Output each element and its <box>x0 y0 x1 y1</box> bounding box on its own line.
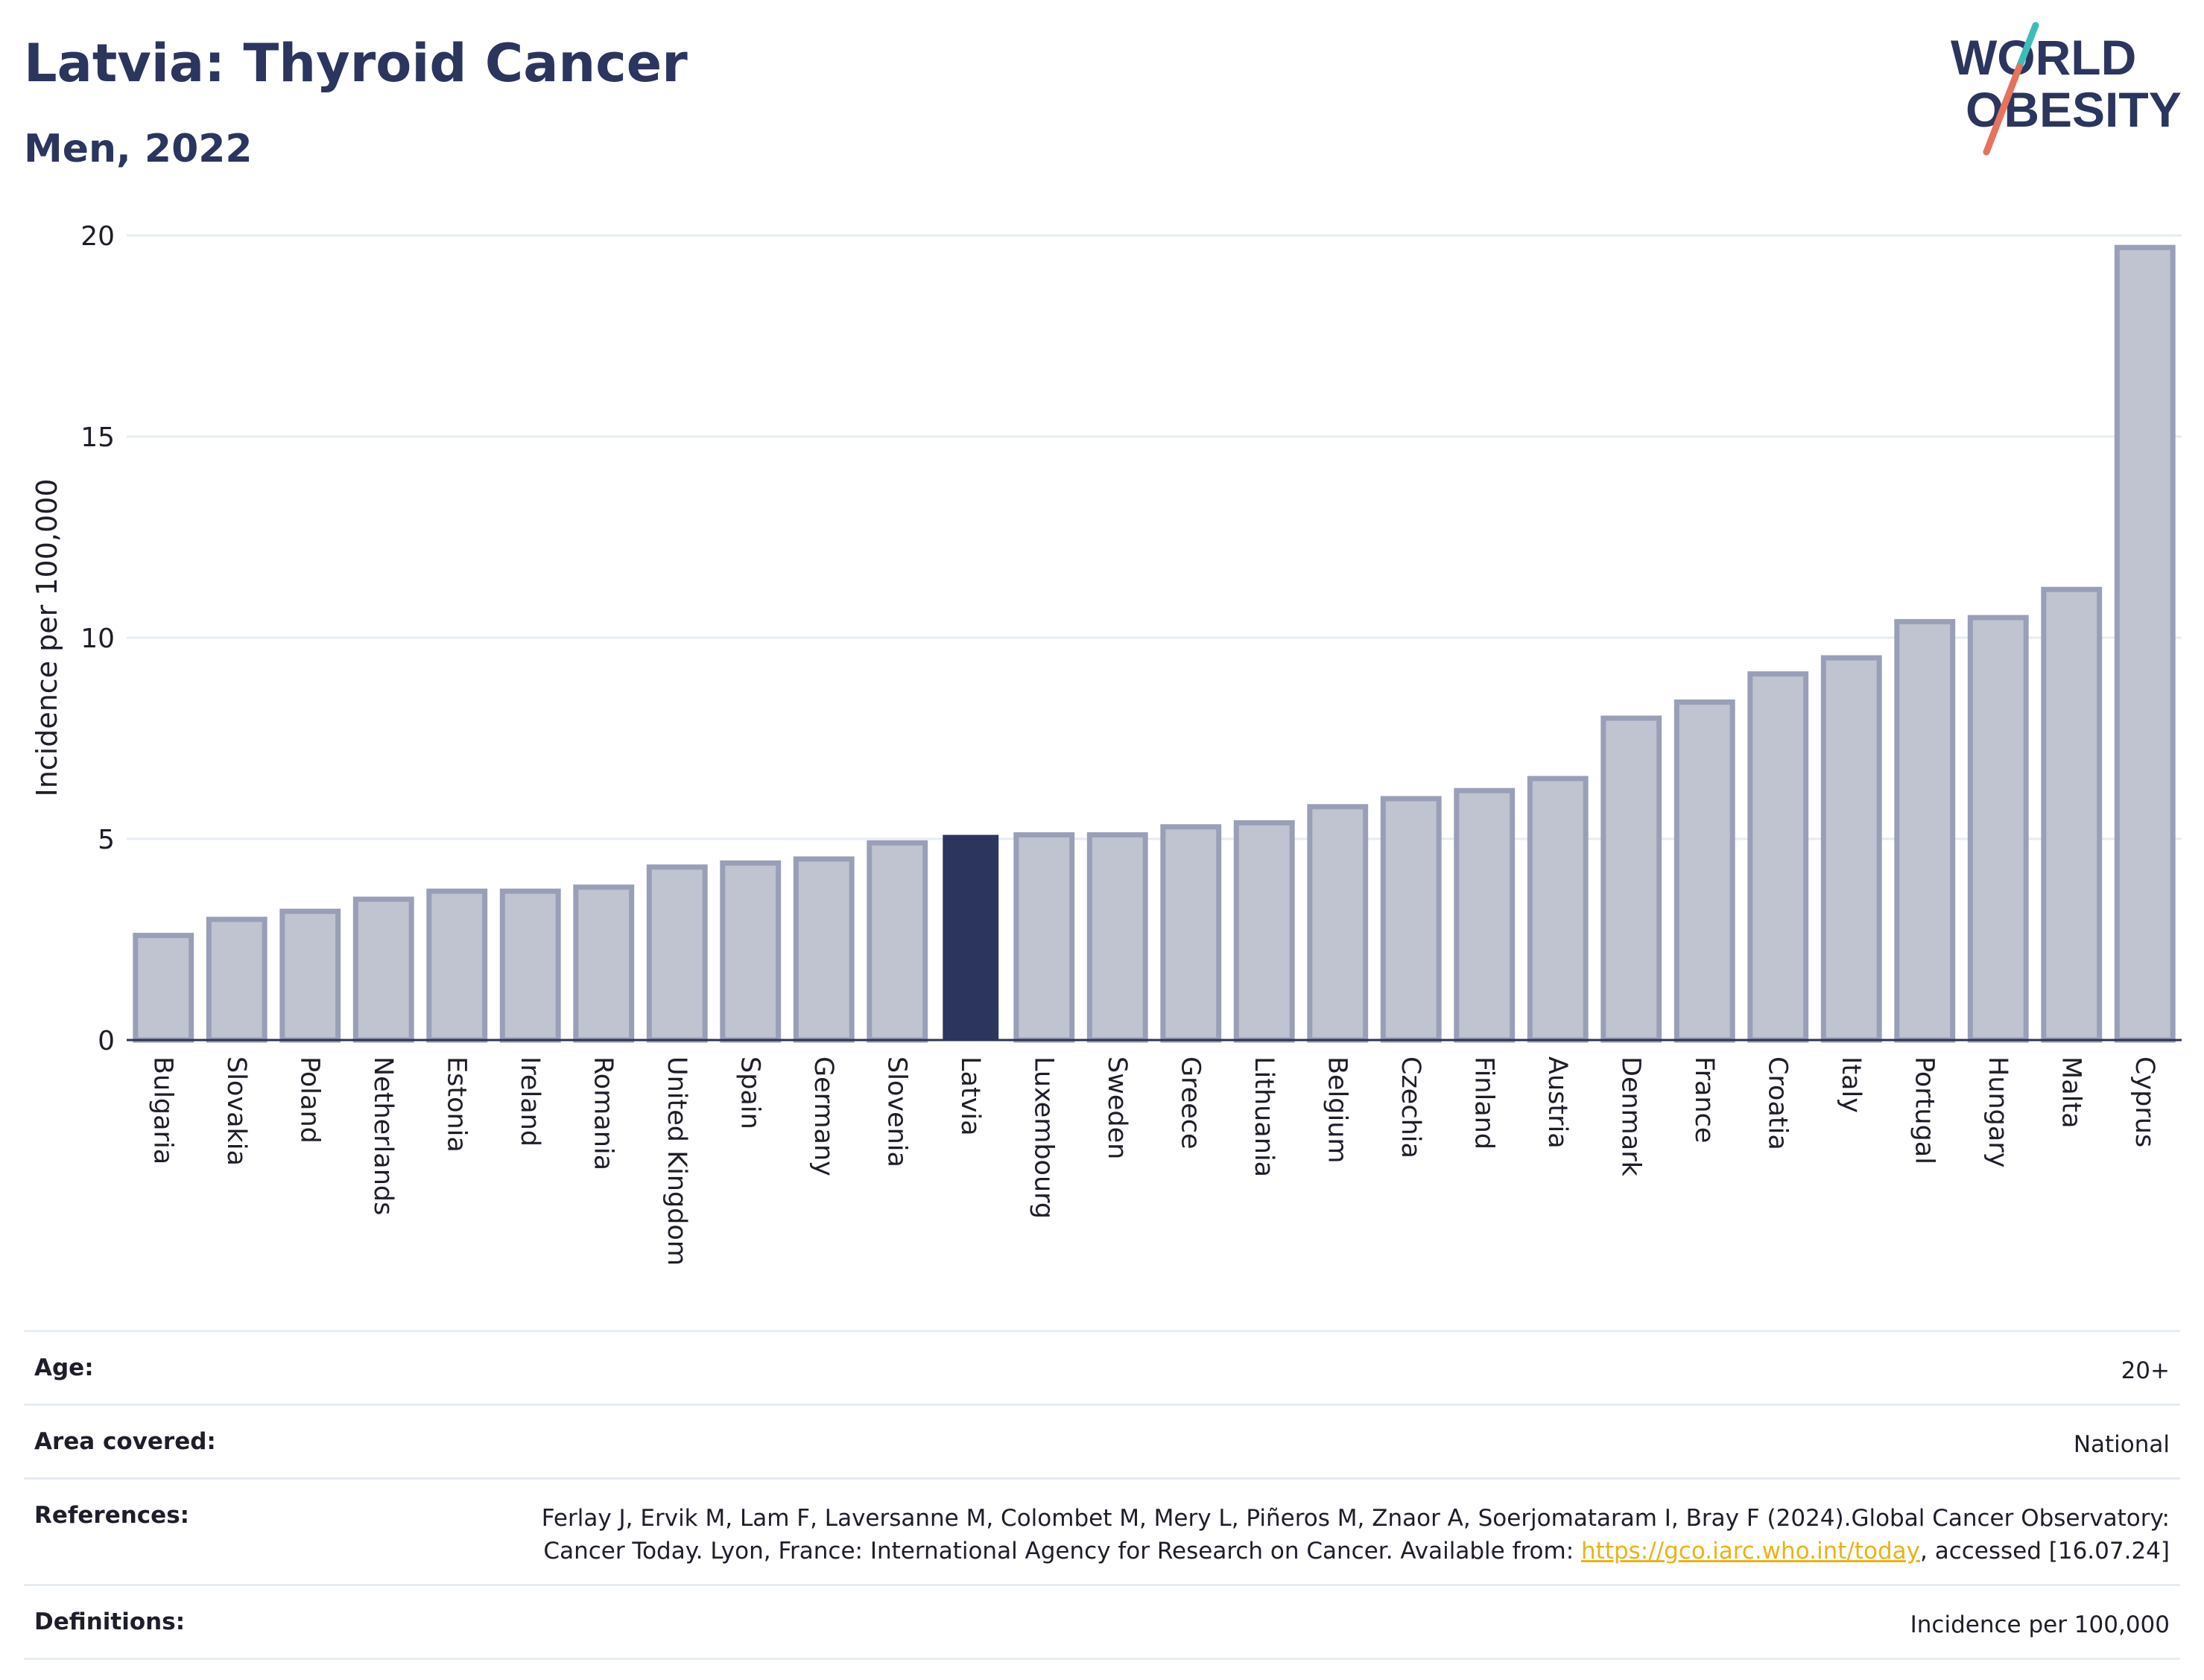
bar-italy <box>1820 655 1882 1043</box>
chart-subtitle: Men, 2022 <box>24 127 253 171</box>
references-label: References: <box>34 1502 190 1529</box>
x-tick-label: Belgium <box>1322 1056 1352 1164</box>
x-tick-label: Italy <box>1836 1056 1866 1113</box>
x-tick-label: Lithuania <box>1249 1056 1279 1177</box>
x-tick-label: Finland <box>1469 1056 1498 1150</box>
area-covered-label: Area covered: <box>34 1428 216 1455</box>
x-tick-label: France <box>1689 1056 1719 1143</box>
x-tick-label: Hungary <box>1983 1056 2013 1167</box>
bar-hungary <box>1967 615 2029 1043</box>
bar-slovakia <box>206 916 267 1043</box>
bar-luxembourg <box>1013 832 1075 1043</box>
bar-chart: 0 5 10 15 20 Bulgaria Slovakia Poland Netherlan… <box>31 221 2182 1266</box>
logo-text-world: WORLD <box>1951 30 2136 85</box>
bar-france <box>1673 699 1735 1043</box>
x-tick-label: Bulgaria <box>148 1056 177 1164</box>
y-axis-ticks: 0 5 10 15 20 <box>80 221 115 1056</box>
y-tick-label: 10 <box>80 624 115 654</box>
bar-croatia <box>1747 671 1809 1043</box>
bar-portugal <box>1894 618 1956 1043</box>
bar-bulgaria <box>133 933 194 1043</box>
x-tick-label: Slovakia <box>221 1056 251 1166</box>
x-tick-label: Spain <box>735 1056 764 1129</box>
x-tick-label: Netherlands <box>368 1056 398 1215</box>
definitions-value: Incidence per 100,000 <box>1910 1611 2170 1638</box>
y-tick-label: 20 <box>80 221 115 252</box>
bar-greece <box>1160 824 1222 1043</box>
bar-lithuania <box>1233 820 1295 1043</box>
x-tick-label: Slovenia <box>881 1056 911 1167</box>
bar-ireland <box>499 888 561 1043</box>
x-tick-label: United Kingdom <box>662 1056 691 1266</box>
chart-title: Latvia: Thyroid Cancer <box>24 33 688 94</box>
metadata-row-age: Age: 20+ <box>24 1332 2180 1406</box>
y-axis-title: Incidence per 100,000 <box>31 478 63 796</box>
bar-malta <box>2041 586 2103 1043</box>
bars <box>133 244 2176 1043</box>
x-tick-label: Malta <box>2056 1056 2086 1129</box>
x-tick-label: Austria <box>1542 1056 1572 1149</box>
definitions-label: Definitions: <box>34 1608 186 1635</box>
x-tick-label: Estonia <box>441 1056 471 1153</box>
bar-denmark <box>1600 715 1662 1043</box>
x-tick-label: Germany <box>808 1056 838 1176</box>
x-tick-label: Latvia <box>955 1056 985 1136</box>
y-tick-label: 15 <box>80 422 115 453</box>
bar-cyprus <box>2114 244 2176 1043</box>
metadata-row-references: References: Ferlay J, Ervik M, Lam F, La… <box>24 1480 2180 1586</box>
x-tick-label: Sweden <box>1102 1056 1132 1159</box>
x-tick-label: Portugal <box>1909 1056 1939 1164</box>
bar-slovenia <box>867 840 928 1043</box>
bar-spain <box>720 860 782 1043</box>
age-label: Age: <box>34 1354 94 1381</box>
references-link[interactable]: https://gco.iarc.who.int/today <box>1581 1538 1920 1565</box>
metadata-row-definitions: Definitions: Incidence per 100,000 <box>24 1586 2180 1660</box>
y-tick-label: 0 <box>98 1026 115 1056</box>
bar-austria <box>1527 776 1589 1043</box>
bar-estonia <box>426 888 488 1043</box>
bar-germany <box>793 856 855 1043</box>
x-tick-label: Czechia <box>1396 1056 1425 1158</box>
bar-romania <box>573 884 635 1043</box>
logo-slash-bottom <box>1983 63 2023 156</box>
x-tick-label: Denmark <box>1615 1056 1645 1177</box>
x-tick-label: Cyprus <box>2129 1056 2159 1147</box>
bar-united-kingdom <box>646 864 708 1043</box>
references-text: Ferlay J, Ervik M, Lam F, Laversanne M, … <box>541 1505 2170 1565</box>
x-tick-label: Luxembourg <box>1028 1056 1058 1219</box>
x-tick-label: Romania <box>588 1056 618 1170</box>
bar-latvia <box>943 834 999 1040</box>
x-tick-label: Croatia <box>1762 1056 1792 1150</box>
bar-sweden <box>1086 832 1148 1043</box>
metadata-row-area: Area covered: National <box>24 1406 2180 1480</box>
age-value: 20+ <box>2121 1357 2170 1384</box>
x-tick-label: Greece <box>1175 1056 1205 1150</box>
bar-finland <box>1454 787 1516 1043</box>
bar-netherlands <box>352 896 414 1043</box>
y-tick-label: 5 <box>98 825 115 855</box>
references-value: Ferlay J, Ervik M, Lam F, Laversanne M, … <box>456 1502 2170 1568</box>
x-axis-labels: Bulgaria Slovakia Poland Netherlands Estonia… <box>148 1056 2159 1266</box>
x-tick-label: Ireland <box>515 1056 545 1147</box>
world-obesity-logo: WORLD OBESITY <box>1951 22 2182 156</box>
references-accessed-text: , accessed [16.07.24] <box>1919 1538 2170 1565</box>
bar-czechia <box>1380 796 1442 1043</box>
bar-belgium <box>1307 804 1369 1043</box>
area-covered-value: National <box>2073 1431 2170 1458</box>
x-tick-label: Poland <box>294 1056 324 1144</box>
metadata-table: Age: 20+ Area covered: National Referenc… <box>24 1330 2180 1660</box>
logo-slash-top <box>2015 22 2039 71</box>
bar-poland <box>279 908 341 1043</box>
